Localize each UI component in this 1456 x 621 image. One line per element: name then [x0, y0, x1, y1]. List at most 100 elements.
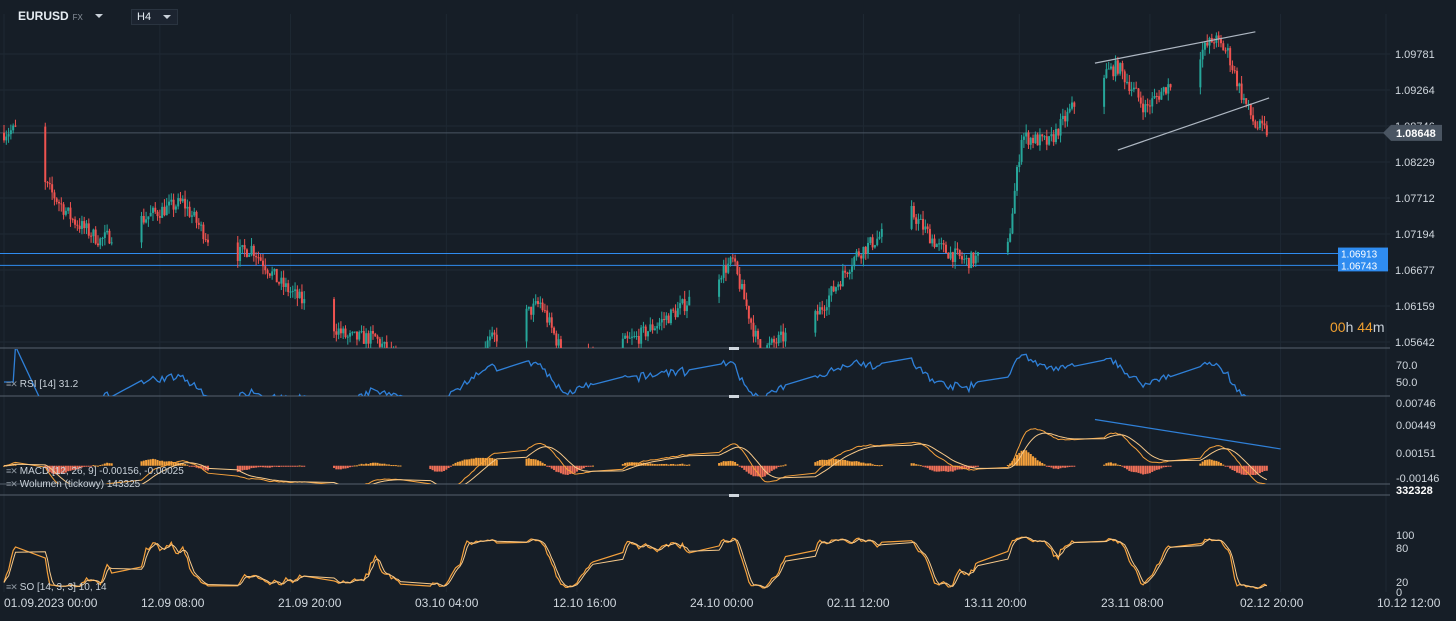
price-tick: 1.05642 — [1395, 337, 1435, 349]
candle-body — [951, 252, 954, 263]
candle-body — [1256, 127, 1259, 129]
macd-histogram-bar — [1242, 465, 1245, 475]
indicator-menu-icon[interactable]: ≡✕ — [6, 479, 18, 489]
candle-body — [1105, 69, 1108, 78]
candle-body — [1068, 108, 1071, 112]
macd-histogram-bar — [266, 465, 269, 468]
candle-body — [204, 239, 207, 241]
candles — [3, 31, 1268, 372]
macd-histogram-bar — [53, 465, 56, 475]
macd-histogram-bar — [828, 459, 831, 466]
macd-histogram-bar — [917, 464, 920, 466]
pane-resize-handle[interactable] — [729, 395, 739, 398]
macd-histogram-bar — [392, 465, 395, 467]
candle-body — [333, 299, 336, 332]
trendline[interactable] — [1117, 97, 1270, 151]
macd-histogram-bar — [637, 463, 640, 466]
candle-body — [752, 322, 755, 337]
timeframe-selector[interactable]: H4 — [131, 9, 179, 25]
macd-histogram-bar — [58, 465, 61, 475]
indicator-menu-icon[interactable]: ≡✕ — [6, 582, 18, 592]
macd-histogram-bar — [1130, 465, 1133, 472]
trendlines[interactable] — [1094, 31, 1270, 151]
candle-body — [1059, 119, 1062, 136]
candle-body — [284, 283, 287, 287]
candle-body — [656, 326, 659, 329]
candle-body — [67, 207, 70, 211]
candle-body — [92, 229, 95, 237]
candle-body — [1236, 70, 1239, 87]
macd-histogram-bar — [333, 465, 336, 468]
candle-body — [1146, 104, 1149, 106]
candle-body — [832, 286, 835, 292]
macd-histogram-bar — [663, 464, 666, 466]
macd-histogram-bar — [1064, 465, 1067, 468]
candle-body — [53, 192, 56, 199]
candle-body — [339, 328, 342, 334]
indicator-menu-icon[interactable]: ≡✕ — [6, 466, 18, 476]
macd-histogram-bar — [550, 465, 553, 469]
macd-histogram-bar — [351, 465, 354, 467]
candle-body — [55, 198, 58, 202]
candle-body — [562, 352, 564, 360]
macd-histogram-bar — [1139, 465, 1142, 474]
symbol-selector[interactable]: EURUSD FX — [18, 9, 103, 23]
macd-histogram-bar — [289, 465, 292, 467]
candle-body — [1222, 43, 1225, 51]
macd-histogram-bar — [527, 458, 530, 466]
macd-histogram-bar — [103, 463, 106, 466]
macd-histogram-bar — [64, 465, 67, 473]
macd-histogram-bar — [278, 465, 281, 468]
macd-histogram-bar — [1201, 461, 1204, 466]
candle-body — [1206, 42, 1209, 46]
macd-histogram-bar — [99, 465, 102, 467]
candle-body — [784, 332, 787, 342]
macd-histogram-bar — [537, 460, 540, 466]
candle-body — [475, 358, 477, 372]
candle-body — [1151, 98, 1154, 107]
macd-histogram-bar — [378, 463, 381, 466]
macd-histogram-bar — [1013, 458, 1016, 466]
candle-body — [278, 282, 281, 284]
macd-histogram-bar — [80, 465, 83, 468]
macd-histogram-bar — [1146, 465, 1149, 474]
macd-histogram-bar — [580, 465, 583, 470]
macd-histogram-bar — [358, 464, 361, 466]
macd-histogram-bar — [844, 459, 847, 466]
candle-body — [924, 226, 927, 230]
candle-body — [252, 245, 255, 257]
macd-legend: ≡✕ MACD [12, 26, 9] -0.00156, -0.00025 — [6, 466, 184, 477]
candle-body — [910, 206, 913, 229]
macd-histogram-bar — [170, 461, 173, 466]
macd-trendline[interactable] — [1094, 418, 1281, 450]
macd-histogram-bar — [585, 465, 588, 467]
candle-body — [963, 258, 966, 260]
macd-histogram-bar — [3, 465, 5, 467]
pane-resize-handle[interactable] — [729, 347, 739, 350]
macd-histogram-bar — [974, 465, 977, 468]
macd-histogram-bar — [140, 461, 143, 466]
macd-histogram-bar — [488, 457, 491, 466]
candle-body — [917, 219, 920, 224]
candle-body — [1034, 134, 1037, 144]
macd-histogram-bar — [108, 463, 111, 466]
candle-body — [106, 230, 109, 233]
indicator-menu-icon[interactable]: ≡✕ — [6, 379, 18, 389]
candle-body — [635, 335, 638, 337]
pane-resize-handle[interactable] — [729, 494, 739, 497]
stoch-tick: 80 — [1396, 543, 1408, 555]
macd-histogram-bar — [484, 458, 487, 466]
macd-histogram-bar — [578, 465, 581, 471]
macd-histogram-bar — [626, 462, 629, 466]
macd-histogram-bar — [1038, 461, 1041, 466]
horizontal-levels[interactable] — [0, 253, 1338, 266]
candle-body — [747, 306, 750, 319]
macd-histogram-bar — [76, 465, 79, 470]
candle-body — [1164, 87, 1167, 94]
macd-histogram-bar — [848, 461, 851, 466]
candle-body — [660, 319, 663, 323]
macd-histogram-bar — [445, 465, 448, 470]
trendline[interactable] — [1094, 31, 1256, 64]
level-price-tag — [1338, 247, 1388, 260]
